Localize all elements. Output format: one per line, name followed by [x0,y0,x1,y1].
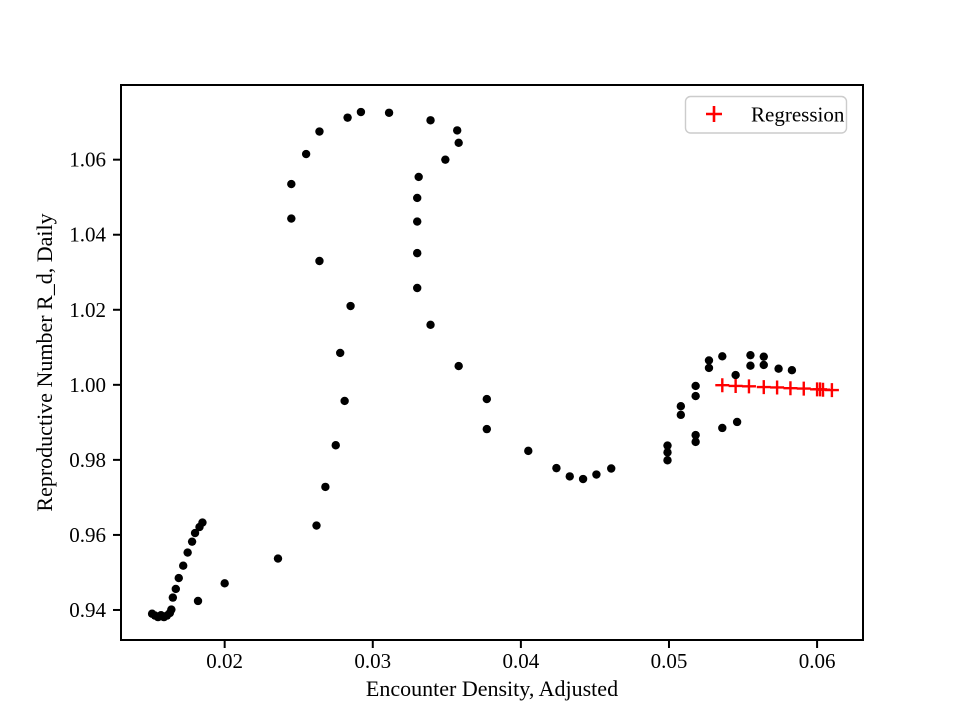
legend-label: Regression [751,103,845,127]
data-point [183,548,192,557]
regression-point [715,378,730,393]
data-point [578,474,588,484]
data-point [413,283,422,293]
data-point [452,126,462,135]
data-point [774,364,783,373]
x-tick-label: 0.04 [503,649,540,673]
data-point [691,381,700,391]
data-point [746,350,755,360]
data-point [315,256,324,266]
legend-plus-icon [706,106,722,122]
data-point [331,441,340,450]
data-point [174,573,183,583]
data-point [343,113,352,122]
data-point [413,217,422,226]
x-tick-label: 0.06 [799,649,836,673]
y-tick-label: 1.00 [69,373,106,397]
x-tick-label: 0.05 [651,649,688,673]
data-point [759,352,768,361]
data-point [565,472,574,481]
regression-point [796,381,811,396]
data-point [482,424,492,434]
regression-point [783,381,798,396]
data-point [198,518,207,527]
plot-frame [120,84,864,641]
data-point [287,214,296,223]
data-point [663,456,672,465]
data-point [691,391,700,401]
data-point [384,108,394,117]
data-point [663,441,672,450]
data-point [691,437,700,447]
x-tick-label: 0.02 [206,649,243,673]
data-point [167,605,176,614]
data-point [426,320,435,329]
data-point [190,528,200,538]
data-point [340,396,349,406]
data-point [524,446,533,456]
data-point [482,394,492,404]
data-point [732,417,742,427]
data-point [301,149,311,159]
y-tick-label: 1.02 [69,298,106,322]
y-axis-ticks: 0.94 0.96 0.98 1.00 1.02 1.04 1.06 [69,148,121,622]
legend-box [684,95,848,134]
data-point [193,596,203,606]
y-axis-label: Reproductive Number R_d, Daily [32,213,57,511]
x-axis-label: Encounter Density, Adjusted [366,676,618,701]
data-point [321,482,330,492]
data-point [273,554,283,563]
data-point [220,579,229,588]
data-point [731,370,740,380]
data-point [552,463,561,473]
y-tick-label: 1.06 [69,148,106,172]
data-point [426,116,435,125]
y-tick-label: 0.96 [69,523,106,547]
data-point [787,365,797,375]
data-point [179,561,188,570]
regression-series [715,378,839,398]
data-point [414,172,423,182]
regression-point [824,383,839,398]
y-tick-label: 0.94 [69,598,106,622]
scatter-series [147,107,797,622]
data-point [315,127,324,136]
y-tick-label: 1.04 [69,223,106,247]
data-point [454,361,463,371]
data-point [718,423,727,433]
data-point [346,301,355,311]
regression-point [756,380,771,395]
y-tick-label: 0.98 [69,448,106,472]
data-point [454,138,463,147]
data-point [691,430,700,440]
regression-point [770,380,785,395]
data-point [312,521,321,530]
data-point [592,470,601,479]
data-point [704,356,714,365]
x-tick-label: 0.03 [354,649,391,673]
data-point [441,155,450,164]
regression-point [728,378,743,393]
data-point [676,402,686,411]
data-point [413,193,422,203]
data-point [413,248,422,258]
data-point [759,360,768,370]
data-point [335,348,345,358]
data-point [704,363,714,373]
data-point [663,448,672,457]
x-axis-ticks: 0.02 0.03 0.04 0.05 0.06 [206,640,835,673]
data-point [168,593,178,602]
data-point [746,361,755,370]
data-point [356,107,366,117]
data-point [171,584,180,594]
data-point [676,410,686,420]
legend: Regression [684,95,848,134]
data-point [718,352,727,361]
regression-point [741,379,756,394]
data-point [187,537,197,546]
data-point [287,179,296,189]
data-point [607,464,616,473]
